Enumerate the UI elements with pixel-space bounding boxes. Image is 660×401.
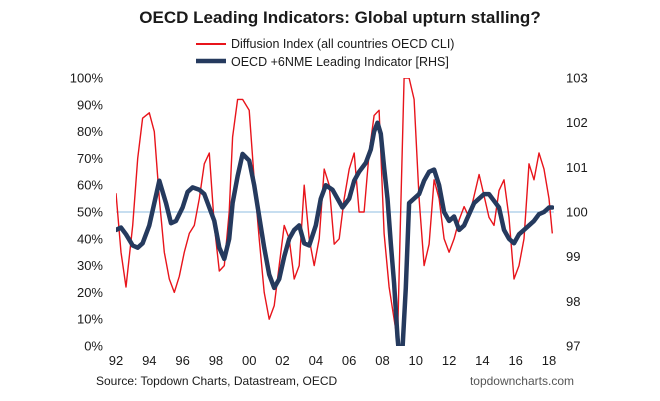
right-tick-label: 101 [566,160,588,175]
left-tick-label: 20% [77,285,103,300]
x-tick-label: 06 [342,353,356,368]
x-tick-label: 08 [375,353,389,368]
left-tick-label: 30% [77,258,103,273]
left-tick-label: 80% [77,124,103,139]
x-tick-label: 12 [442,353,456,368]
left-tick-label: 50% [77,205,103,220]
right-tick-label: 98 [566,294,580,309]
x-tick-label: 18 [542,353,556,368]
x-tick-label: 02 [275,353,289,368]
chart-title: OECD Leading Indicators: Global upturn s… [139,8,540,27]
x-tick-label: 92 [109,353,123,368]
x-axis: 92 94 96 98 00 02 04 06 08 10 12 14 16 18 [109,353,556,368]
right-tick-label: 100 [566,205,588,220]
left-tick-label: 0% [84,339,103,354]
brand-watermark: topdowncharts.com [470,374,574,388]
right-tick-label: 103 [566,71,588,86]
right-tick-label: 99 [566,249,580,264]
left-tick-label: 60% [77,178,103,193]
x-tick-label: 16 [508,353,522,368]
source-note: Source: Topdown Charts, Datastream, OECD [96,374,338,388]
left-tick-label: 100% [70,71,104,86]
x-tick-label: 98 [209,353,223,368]
series-line-oecd-leading-indicator [116,120,554,346]
x-tick-label: 14 [475,353,489,368]
x-tick-label: 96 [175,353,189,368]
x-tick-label: 04 [309,353,323,368]
series-line-diffusion-index [116,78,553,342]
right-tick-label: 102 [566,115,588,130]
left-tick-label: 10% [77,312,103,327]
left-axis: 0% 10% 20% 30% 40% 50% 60% 70% 80% 90% 100% [70,71,104,354]
x-tick-label: 94 [142,353,156,368]
x-tick-label: 00 [242,353,256,368]
right-tick-label: 97 [566,339,580,354]
left-tick-label: 70% [77,151,103,166]
legend: Diffusion Index (all countries OECD CLI)… [196,37,454,69]
left-tick-label: 40% [77,231,103,246]
right-axis: 97 98 99 100 101 102 103 [566,71,588,354]
legend-oecd-label: OECD +6NME Leading Indicator [RHS] [231,55,449,69]
left-tick-label: 90% [77,97,103,112]
x-tick-label: 10 [409,353,423,368]
legend-diffusion-label: Diffusion Index (all countries OECD CLI) [231,37,454,51]
